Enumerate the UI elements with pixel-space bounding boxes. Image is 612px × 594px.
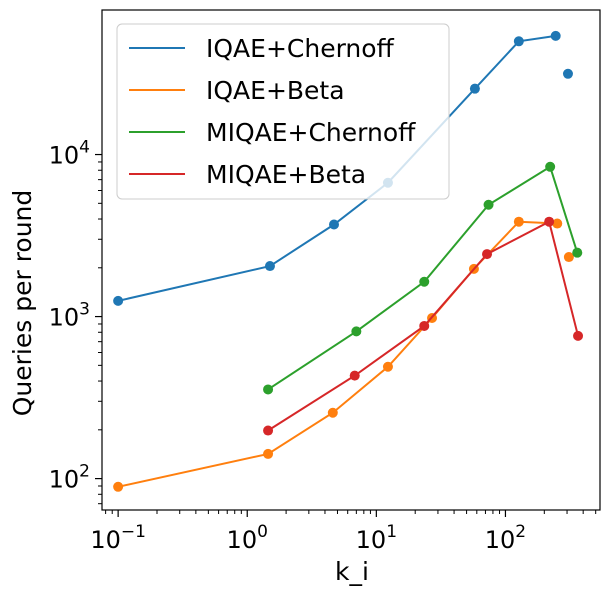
legend-label: IQAE+Beta xyxy=(206,76,345,105)
data-point xyxy=(349,370,360,381)
x-tick-label: 100 xyxy=(227,522,268,554)
legend-label: MIQAE+Chernoff xyxy=(206,118,416,147)
axes-layer: 10−1 100 101 102 102 103 104 xyxy=(49,9,601,554)
data-point xyxy=(113,295,124,306)
data-point xyxy=(469,83,480,94)
legend-label: IQAE+Chernoff xyxy=(206,34,395,63)
series-1 xyxy=(113,216,574,492)
data-point xyxy=(482,249,493,260)
data-point xyxy=(563,252,574,263)
data-point xyxy=(550,30,561,41)
x-tick-label: 101 xyxy=(356,522,397,554)
series-3 xyxy=(263,216,584,436)
data-point xyxy=(573,330,584,341)
legend: IQAE+Chernoff IQAE+Beta MIQAE+Chernoff MIQA… xyxy=(116,23,450,200)
data-point xyxy=(382,361,393,372)
x-axis-label: k_i xyxy=(335,557,369,586)
y-tick-label: 102 xyxy=(49,462,90,494)
data-point xyxy=(113,481,124,492)
data-point xyxy=(263,448,274,459)
data-point xyxy=(329,219,340,230)
data-point xyxy=(483,199,494,210)
series-2 xyxy=(263,161,583,395)
series-layer xyxy=(113,30,584,492)
data-point xyxy=(545,161,556,172)
legend-box xyxy=(116,23,450,200)
data-point xyxy=(544,216,555,227)
data-point xyxy=(562,68,573,79)
data-point xyxy=(263,425,274,436)
y-tick-label: 104 xyxy=(49,138,90,170)
data-point xyxy=(351,326,362,337)
y-tick-label: 103 xyxy=(49,300,90,332)
series-line xyxy=(267,220,580,432)
data-point xyxy=(552,218,563,229)
x-tick-label: 10−1 xyxy=(90,522,146,554)
data-point xyxy=(419,276,430,287)
data-point xyxy=(264,261,275,272)
series-line xyxy=(267,165,579,391)
data-point xyxy=(513,36,524,47)
data-point xyxy=(572,247,583,258)
data-point xyxy=(263,384,274,395)
data-point xyxy=(327,407,338,418)
data-point xyxy=(513,216,524,227)
x-tick-label: 102 xyxy=(485,522,526,554)
axes-frame xyxy=(101,9,601,511)
legend-label: MIQAE+Beta xyxy=(206,160,366,189)
y-axis-label: Queries per round xyxy=(8,190,37,417)
series-line xyxy=(117,220,558,488)
data-point xyxy=(419,320,430,331)
